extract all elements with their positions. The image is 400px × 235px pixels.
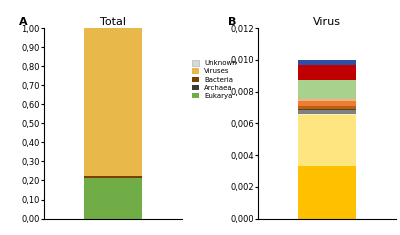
Bar <box>84 176 142 178</box>
Bar <box>298 99 356 101</box>
Text: A: A <box>19 17 28 27</box>
Text: B: B <box>228 17 236 27</box>
Bar <box>298 110 356 114</box>
Title: Total: Total <box>100 17 126 27</box>
Legend: Unknown, Viruses, Bacteria, Archaea, Eukarya: Unknown, Viruses, Bacteria, Archaea, Euk… <box>192 60 237 99</box>
Bar <box>298 80 356 99</box>
Bar <box>298 109 356 110</box>
Title: Virus: Virus <box>313 17 341 27</box>
Bar <box>298 106 356 109</box>
Bar <box>298 65 356 80</box>
Bar <box>298 115 356 166</box>
Bar <box>298 101 356 106</box>
Bar <box>84 28 142 176</box>
Bar <box>298 166 356 219</box>
Bar <box>84 178 142 219</box>
Bar <box>298 114 356 115</box>
Bar <box>298 60 356 65</box>
